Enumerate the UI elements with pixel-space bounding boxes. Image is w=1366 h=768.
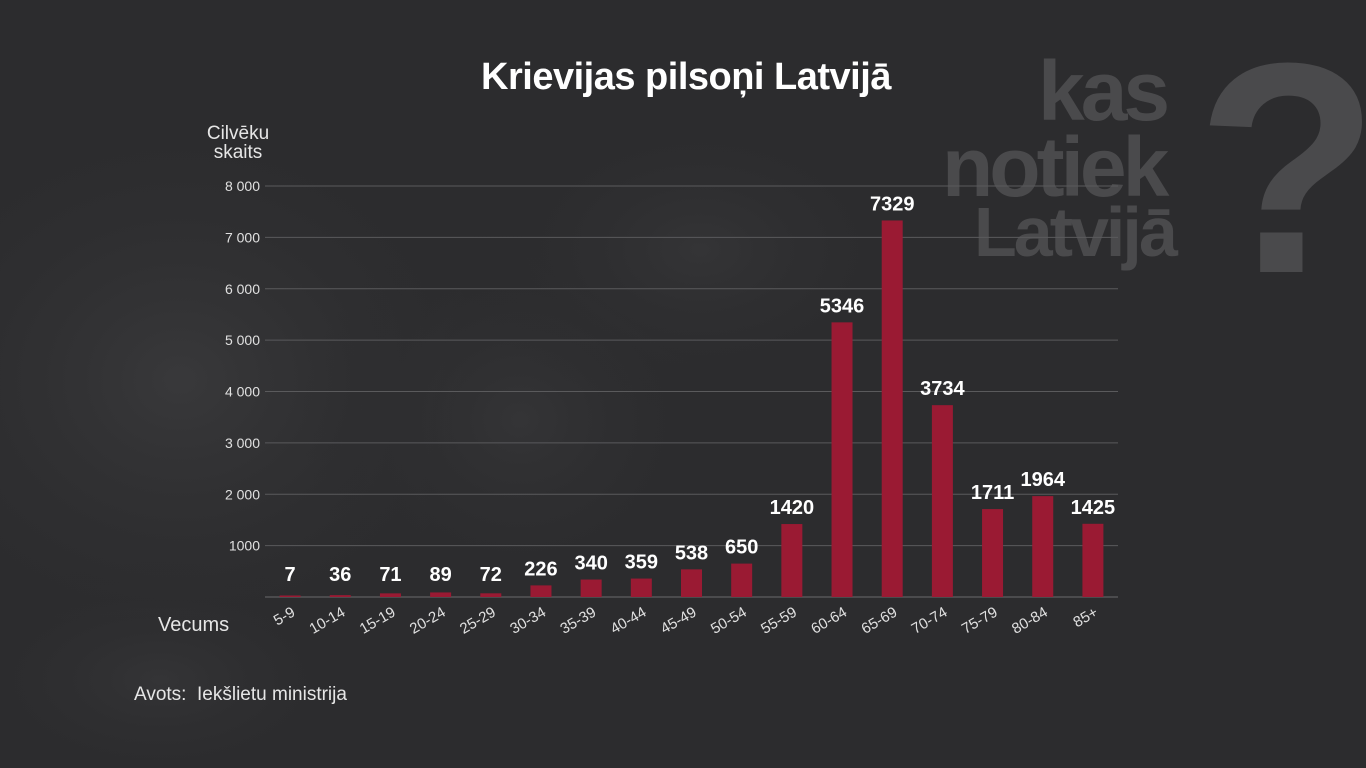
bar [329, 595, 351, 597]
bar-value-label: 650 [725, 537, 758, 559]
bar-value-label: 1420 [770, 497, 815, 519]
y-tick-label: 5 000 [225, 332, 260, 348]
y-axis-label-line-1: Cilvēku [206, 123, 270, 144]
x-tick-label: 5-9 [271, 604, 298, 630]
bar-value-label: 1711 [971, 482, 1014, 504]
y-tick-label: 2 000 [225, 486, 260, 502]
x-tick-label: 65-69 [858, 604, 900, 638]
bar-value-label: 340 [574, 553, 607, 575]
x-tick-label: 75-79 [959, 604, 1001, 638]
bar [781, 524, 803, 597]
bar-value-label: 1964 [1020, 469, 1065, 491]
bar-value-label: 226 [524, 558, 557, 580]
y-tick-label: 3 000 [225, 435, 260, 451]
y-axis-label: Cilvēku skaits [198, 124, 278, 162]
bar [530, 585, 552, 597]
bar [1032, 496, 1054, 597]
bar [379, 593, 401, 597]
y-axis-label-line-2: skaits [213, 142, 263, 163]
x-tick-label: 35-39 [557, 604, 599, 638]
bar [931, 405, 953, 597]
x-tick-label: 40-44 [608, 604, 650, 638]
x-tick-label: 30-34 [507, 604, 549, 638]
y-tick-label: 4 000 [225, 384, 260, 400]
bar-value-label: 89 [429, 564, 451, 586]
bar-value-label: 3734 [920, 378, 965, 400]
bar [982, 509, 1004, 597]
bar-value-label: 7329 [870, 193, 915, 215]
x-tick-label: 50-54 [708, 604, 750, 638]
x-tick-label: 10-14 [307, 604, 349, 638]
x-tick-label: 60-64 [808, 604, 850, 638]
bar-value-label: 5346 [820, 295, 865, 317]
bar-value-label: 359 [625, 552, 658, 574]
x-tick-label: 55-59 [758, 604, 800, 638]
bar-value-label: 71 [379, 564, 401, 586]
source-note: Avots: Iekšlietu ministrija [134, 684, 347, 705]
x-tick-label: 45-49 [658, 604, 700, 638]
y-tick-label: 7 000 [225, 229, 260, 245]
bar-value-label: 72 [480, 564, 502, 586]
y-tick-label: 6 000 [225, 281, 260, 297]
y-tick-label: 1000 [229, 538, 260, 554]
bar [731, 563, 753, 597]
x-tick-label: 20-24 [407, 604, 449, 638]
x-tick-label: 25-29 [457, 604, 499, 638]
x-tick-label: 85+ [1070, 604, 1101, 632]
bar [430, 592, 452, 597]
x-axis-label: Vecums [158, 614, 230, 636]
bar [831, 322, 853, 597]
bar [1082, 523, 1104, 597]
x-tick-label: 15-19 [357, 604, 399, 638]
bar-value-label: 538 [675, 542, 708, 564]
bar-value-label: 1425 [1071, 497, 1116, 519]
x-tick-label: 70-74 [909, 604, 951, 638]
bar [881, 220, 903, 597]
bar [580, 579, 602, 597]
bar [630, 578, 652, 597]
bar [480, 593, 502, 597]
y-tick-label: 8 000 [225, 178, 260, 194]
bar [681, 569, 702, 597]
bar-value-label: 36 [329, 564, 351, 586]
bar [279, 595, 301, 597]
bar-value-label: 7 [285, 564, 296, 586]
x-tick-label: 80-84 [1009, 604, 1051, 638]
chart-title: Krievijas pilsoņi Latvijā [481, 56, 891, 98]
